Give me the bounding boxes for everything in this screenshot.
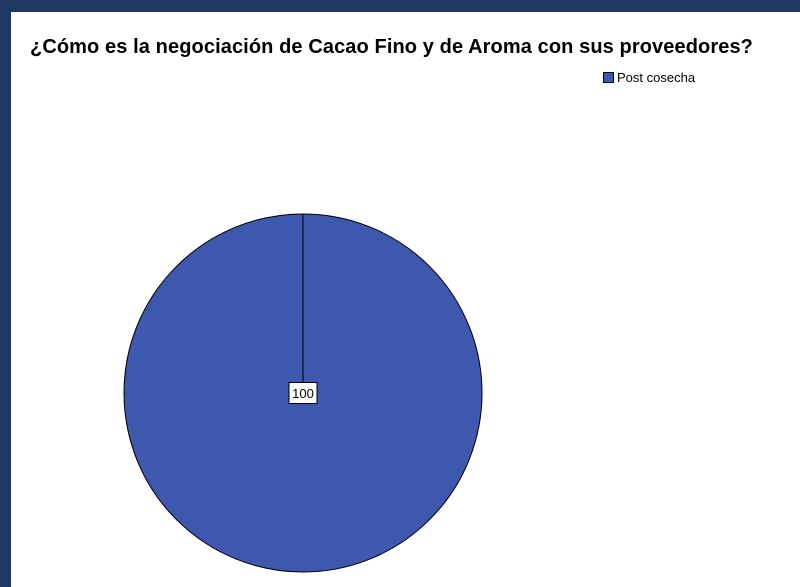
legend-swatch-post-cosecha	[603, 72, 614, 83]
legend: Post cosecha	[603, 70, 695, 85]
data-label-text: 100	[292, 386, 314, 401]
data-label-post-cosecha: 100	[288, 382, 318, 404]
chart-title: ¿Cómo es la negociación de Cacao Fino y …	[30, 36, 754, 58]
legend-label-post-cosecha: Post cosecha	[617, 70, 696, 85]
data-label-box	[288, 382, 318, 404]
